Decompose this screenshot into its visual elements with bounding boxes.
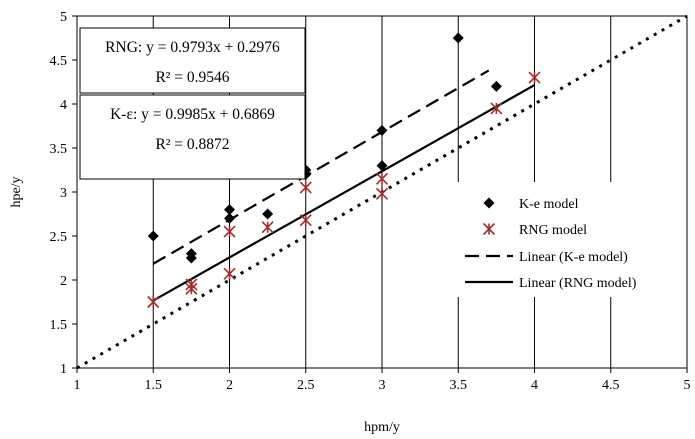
legend-label: RNG model <box>519 223 587 238</box>
diamond-marker <box>452 32 464 44</box>
diamond-marker <box>224 204 235 216</box>
x-tick-label: 3 <box>379 378 386 393</box>
x-axis-label: hpm/y <box>364 420 400 435</box>
diamond-marker <box>376 160 388 172</box>
ke-equation-box: K-ε: y = 0.9985x + 0.6869 R² = 0.8872 <box>79 94 306 180</box>
diamond-marker <box>483 197 495 209</box>
trendline <box>152 84 536 302</box>
y-tick-label: 4.5 <box>50 54 68 69</box>
legend: K-e model RNG model Linear (K-e model) Line… <box>455 182 675 297</box>
star-marker <box>223 267 236 280</box>
x-tick-label: 2.5 <box>297 378 315 393</box>
y-tick-label: 2 <box>60 274 67 289</box>
diamond-marker <box>185 252 197 264</box>
trendline <box>152 69 490 265</box>
y-tick-label: 1 <box>60 362 67 377</box>
star-marker <box>185 282 198 295</box>
rng-r2-text: R² = 0.9546 <box>155 69 229 86</box>
star-marker <box>261 221 274 234</box>
legend-label: Linear (K-e model) <box>519 250 628 265</box>
y-axis-label: hpe/y <box>9 176 24 207</box>
y-tick-label: 2.5 <box>50 230 68 245</box>
trendline-group <box>152 69 536 302</box>
diamond-marker <box>376 124 388 136</box>
diamond-marker <box>224 212 235 224</box>
y-tick-label: 3 <box>60 186 67 201</box>
diamond-marker <box>147 230 159 242</box>
x-tick-label: 5 <box>684 378 691 393</box>
diamond-marker <box>490 80 502 92</box>
axis-ticks: 1 1.5 2 2.5 3 3.5 4 4.5 5 1 1.5 2 2.5 3 3.5 4 4.5 5 <box>50 10 691 393</box>
y-tick-label: 4 <box>60 98 67 113</box>
star-marker <box>482 222 496 236</box>
y-tick-label: 1.5 <box>50 318 68 333</box>
rng-equation-text: RNG: y = 0.9793x + 0.2976 <box>105 39 280 56</box>
star-marker <box>299 181 312 194</box>
star-marker <box>528 71 541 84</box>
star-marker <box>147 295 160 309</box>
rng-equation-box: RNG: y = 0.9793x + 0.2976 R² = 0.9546 <box>79 27 306 94</box>
y-tick-label: 3.5 <box>50 142 68 157</box>
x-tick-label: 2 <box>226 378 233 393</box>
ke-equation-text: K-ε: y = 0.9985x + 0.6869 <box>110 106 275 123</box>
legend-label: K-e model <box>519 197 579 212</box>
x-tick-label: 4.5 <box>602 378 620 393</box>
x-tick-label: 4 <box>531 378 538 393</box>
legend-label: Linear (RNG model) <box>519 276 637 291</box>
x-tick-label: 1.5 <box>145 378 163 393</box>
y-tick-label: 5 <box>60 10 67 25</box>
star-marker <box>375 172 389 185</box>
star-marker <box>490 102 503 115</box>
star-marker <box>375 187 389 200</box>
star-marker <box>299 214 312 227</box>
x-tick-label: 3.5 <box>450 378 468 393</box>
ke-r2-text: R² = 0.8872 <box>155 136 229 153</box>
x-tick-label: 1 <box>74 378 81 393</box>
diamond-marker <box>262 208 274 220</box>
star-marker <box>223 225 236 238</box>
